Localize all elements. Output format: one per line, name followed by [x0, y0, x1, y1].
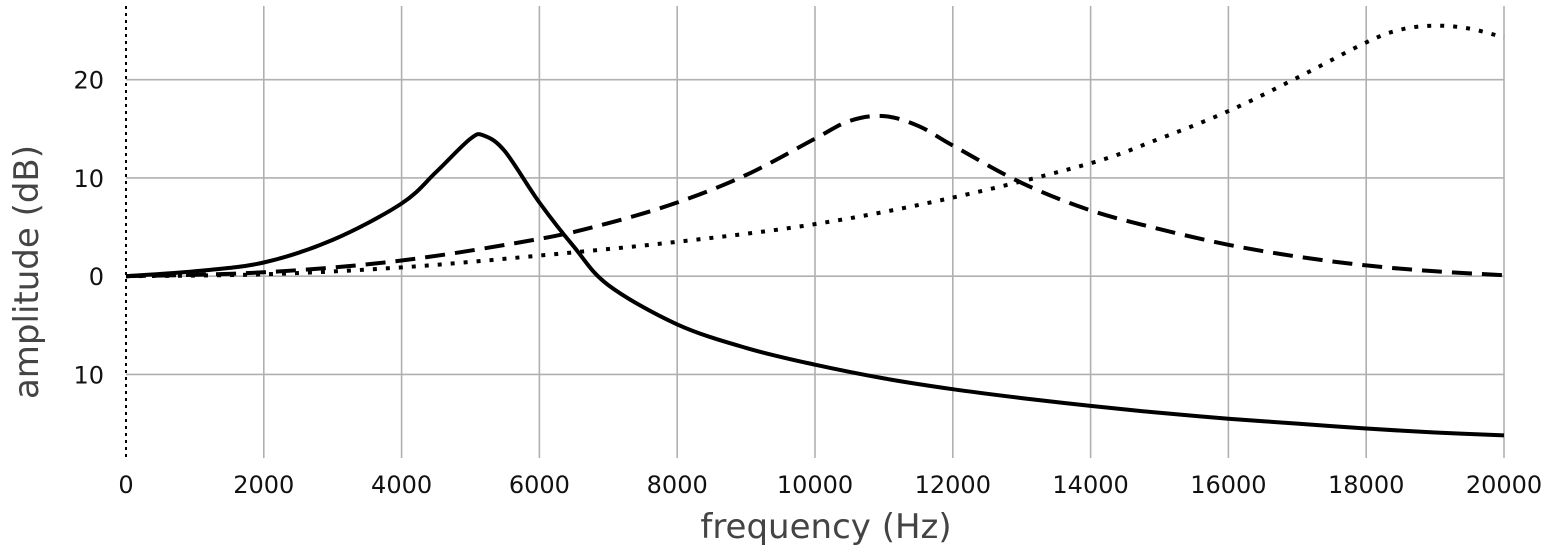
x-tick-label: 6000: [509, 471, 570, 499]
x-tick-label: 4000: [371, 471, 432, 499]
y-tick-label: 10: [73, 165, 104, 193]
y-tick-labels: 20 10 0 10: [73, 67, 104, 390]
x-tick-label: 14000: [1052, 471, 1128, 499]
x-tick-label: 10000: [777, 471, 853, 499]
x-tick-labels: 0 2000 4000 6000 8000 10000 12000 14000 16000 180…: [118, 471, 1542, 499]
series-line-solid: [125, 132, 1505, 438]
y-tick-label: 10: [73, 361, 104, 389]
x-axis-label: frequency (Hz): [700, 507, 951, 547]
x-tick-label: 16000: [1190, 471, 1266, 499]
x-tick-label: 2000: [233, 471, 294, 499]
x-tick-label: 8000: [647, 471, 708, 499]
series-group: [125, 23, 1505, 438]
y-tick-label: 0: [89, 263, 104, 291]
series-line-dashed: [125, 113, 1505, 279]
x-tick-label: 0: [118, 471, 133, 499]
y-tick-label: 20: [73, 67, 104, 95]
y-axis-label: amplitude (dB): [7, 145, 47, 399]
grid: [126, 6, 1505, 458]
x-tick-label: 12000: [915, 471, 991, 499]
x-tick-label: 20000: [1466, 471, 1542, 499]
x-tick-label: 18000: [1328, 471, 1404, 499]
